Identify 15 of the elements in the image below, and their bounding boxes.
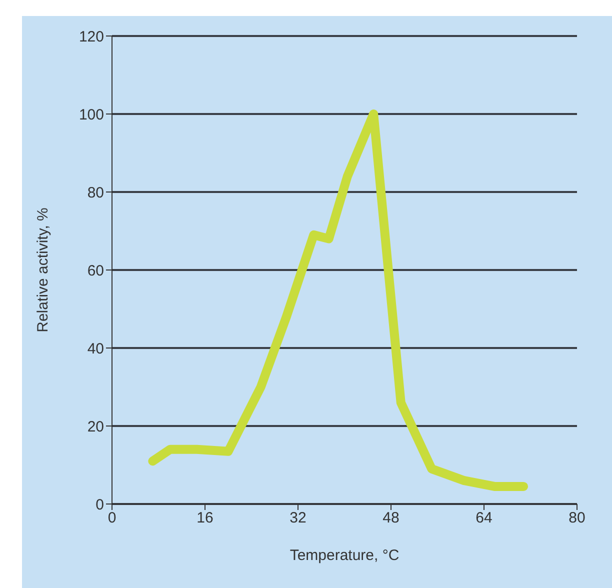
x-tick-label: 64: [476, 510, 492, 527]
y-tick-label: 40: [87, 340, 104, 358]
x-tick-label: 80: [568, 510, 586, 527]
y-tick-label: 60: [87, 262, 104, 280]
y-tick-label: 120: [78, 28, 104, 46]
y-axis-title: Relative activity, %: [34, 208, 52, 332]
y-tick-label: 0: [96, 496, 104, 514]
x-tick-label: 0: [108, 510, 116, 527]
y-tick-label: 80: [87, 184, 104, 202]
y-tick-label: 100: [78, 106, 104, 124]
x-tick-label: 16: [196, 510, 214, 527]
x-tick-label: 32: [290, 510, 306, 527]
y-tick-label: 20: [87, 418, 104, 436]
x-tick-label: 48: [382, 510, 400, 527]
x-axis-title: Temperature, °C: [290, 547, 400, 564]
